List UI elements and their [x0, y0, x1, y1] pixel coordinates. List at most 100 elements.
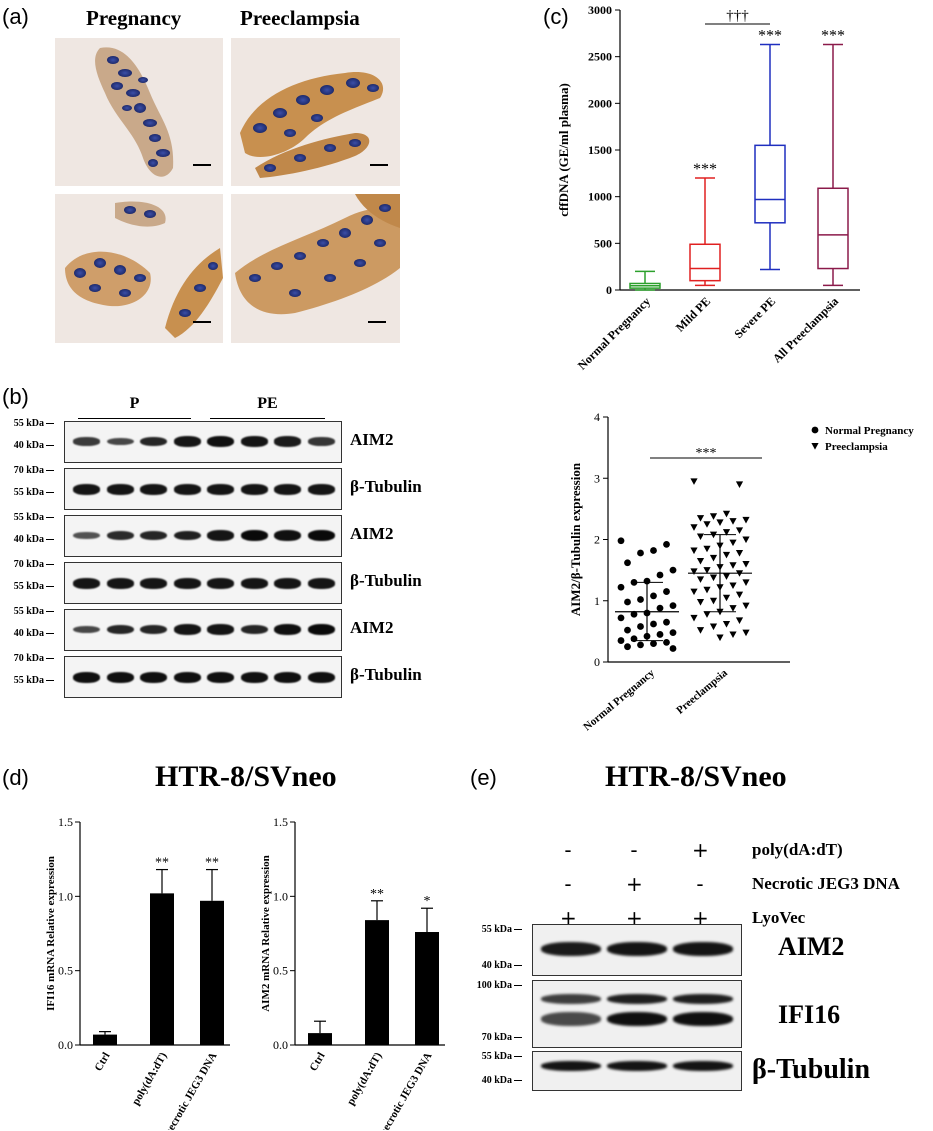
panel-a-histology-grid	[55, 38, 400, 343]
treatment-sign: -	[696, 872, 704, 896]
data-point	[663, 541, 670, 548]
blot-band	[173, 624, 201, 635]
y-tick-label: 0.0	[273, 1038, 288, 1052]
blot-band	[106, 437, 134, 446]
blot-strip-e-2	[532, 980, 742, 1048]
data-point	[735, 481, 744, 488]
blot-band	[274, 484, 301, 495]
bar	[415, 932, 439, 1045]
data-point	[696, 557, 705, 565]
histology-image-pregnancy-2	[55, 194, 223, 343]
blot-band	[140, 672, 167, 683]
group-bracket-p: P	[78, 395, 191, 419]
legend-marker-triangle	[811, 443, 819, 450]
kda-marker: 55 kDa	[2, 606, 54, 617]
blot-band	[173, 436, 201, 447]
blot-band	[607, 1012, 667, 1026]
y-tick-label: 0	[594, 655, 600, 669]
data-point	[703, 521, 711, 528]
data-point	[709, 623, 718, 631]
data-point	[709, 554, 718, 562]
data-point	[735, 527, 744, 534]
blot-band	[73, 437, 100, 446]
kda-marker: 40 kDa	[2, 628, 54, 639]
data-point	[696, 533, 705, 541]
data-point	[729, 605, 737, 612]
data-point	[735, 617, 744, 624]
blot-band	[73, 672, 100, 683]
blot-band	[207, 436, 234, 447]
data-point	[624, 626, 631, 634]
treatment-sign: +	[692, 838, 709, 862]
panel-a-col-title-pregnancy: Pregnancy	[86, 6, 182, 30]
x-tick-label: Normal Pregnancy	[575, 294, 653, 372]
kda-marker: 55 kDa	[2, 487, 54, 498]
blot-label-2: β-Tubulin	[350, 477, 422, 496]
data-point	[742, 579, 750, 586]
blot-strip-e-1	[532, 924, 742, 976]
significance-mark: ***	[693, 161, 717, 178]
data-point	[650, 640, 657, 648]
blot-band	[106, 530, 134, 541]
histology-image-pregnancy-1	[55, 38, 223, 186]
data-point	[637, 549, 644, 557]
data-point	[735, 549, 744, 557]
data-point	[663, 639, 670, 646]
x-tick-label: Ctrl	[92, 1051, 112, 1074]
kda-marker: 55 kDa	[2, 581, 54, 592]
legend-label: Normal Pregnancy	[825, 425, 914, 437]
panel-e-label: (e)	[470, 765, 497, 790]
blot-band	[106, 624, 134, 635]
x-tick-label: Preeclampsia	[674, 667, 730, 717]
data-point	[656, 571, 664, 579]
data-point	[624, 559, 631, 567]
data-point	[650, 547, 657, 554]
blot-strip-2	[64, 468, 342, 510]
blot-band	[173, 530, 201, 541]
data-point	[742, 516, 750, 524]
blot-band	[607, 1061, 667, 1071]
blot-band	[274, 672, 301, 683]
legend-marker-circle	[811, 426, 819, 434]
blot-band	[307, 578, 335, 589]
panel-e-title: HTR-8/SVneo	[605, 760, 787, 793]
blot-band	[673, 994, 733, 1004]
data-point	[703, 586, 711, 594]
y-tick-label: 1.0	[273, 889, 288, 903]
blot-band	[73, 531, 100, 540]
data-point	[669, 645, 677, 652]
blot-band	[140, 484, 167, 495]
data-point	[696, 515, 705, 522]
data-point	[696, 627, 705, 634]
data-point	[690, 478, 698, 485]
panel-d-title: HTR-8/SVneo	[155, 760, 337, 793]
blot-band	[274, 530, 301, 541]
group-label-pe: PE	[255, 395, 280, 412]
blot-band	[541, 942, 601, 956]
kda-marker: 55 kDa	[2, 512, 54, 523]
data-point	[637, 596, 644, 603]
kda-marker: 70 kDa	[2, 559, 54, 570]
bracket-label: †††	[726, 8, 749, 24]
data-point	[703, 611, 711, 618]
data-point	[656, 604, 664, 612]
y-tick-label: 1000	[588, 190, 612, 204]
y-axis-label: AIM2/β-Tubulin expression	[568, 462, 583, 616]
kda-marker: 55 kDa	[2, 418, 54, 429]
treatment-sign: -	[564, 872, 572, 896]
data-point	[650, 592, 657, 600]
histology-image-preeclampsia-1	[231, 38, 400, 186]
y-axis-label: IFI16 mRNA Relative expression	[45, 856, 57, 1011]
panel-a-label: (a)	[2, 4, 29, 29]
blot-band	[140, 578, 167, 589]
y-tick-label: 1.0	[58, 889, 73, 903]
y-tick-label: 0.5	[58, 964, 73, 978]
histology-image-preeclampsia-2	[231, 194, 400, 343]
data-point	[742, 629, 750, 637]
blot-band	[140, 624, 167, 635]
aim2-scatter-plot: 0 1 2 3 4 AIM2/β-Tubulin expression Normal Pre…	[568, 410, 914, 733]
significance-mark: ***	[821, 28, 845, 45]
panel-d-label: (d)	[2, 765, 29, 790]
data-point	[669, 629, 677, 636]
kda-marker: 70 kDa	[2, 653, 54, 664]
